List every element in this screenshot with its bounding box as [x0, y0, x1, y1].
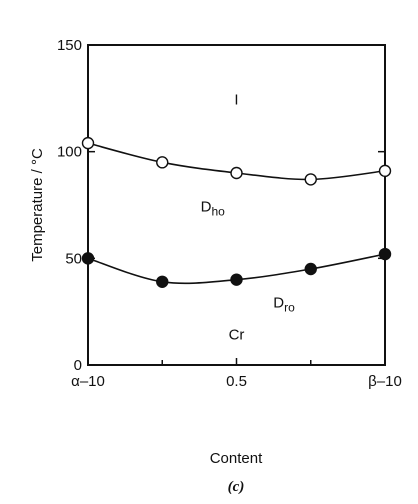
phase-region-labels: I Dho Dro Cr: [201, 92, 295, 344]
filled-circle-point: [81, 252, 95, 265]
y-tick-label: 50: [65, 250, 82, 267]
y-tick-label: 100: [57, 144, 82, 161]
data-markers: [81, 136, 392, 288]
phase-boundary-curves: [87, 142, 386, 285]
x-axis-title: Content: [210, 450, 263, 467]
region-label-dro: Dro: [273, 294, 295, 314]
x-tick-label: 0.5: [226, 373, 247, 390]
x-tick-label: α–10: [71, 373, 105, 390]
y-axis-title: Temperature / °C: [29, 148, 46, 262]
filled-circle-point: [230, 273, 243, 286]
open-circle-point: [230, 166, 243, 180]
region-label-dho: Dho: [201, 198, 226, 218]
y-tick-label: 0: [74, 357, 82, 374]
filled-circle-point: [304, 262, 317, 276]
filled-circle-point: [378, 247, 392, 261]
open-circle-point: [81, 136, 95, 150]
x-tick-label: β–10: [368, 373, 402, 390]
filled-circle-point: [156, 275, 169, 288]
region-label-i: I: [234, 92, 238, 109]
region-label-cr: Cr: [229, 326, 245, 343]
axis-ticks: 0 50 100 150 α–10 0.5 β–10: [57, 37, 402, 390]
open-circle-point: [378, 164, 392, 178]
open-circle-point: [304, 173, 317, 186]
figure-caption: (c): [228, 479, 245, 495]
y-tick-label: 150: [57, 37, 82, 54]
open-circle-point: [156, 156, 169, 169]
